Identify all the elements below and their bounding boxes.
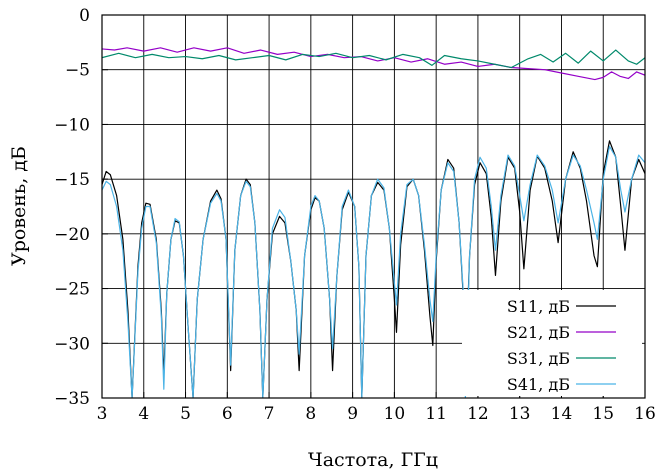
- ticks: 3 4 5 6 7 8 9 10 11 12 13 14 15 16 0 −5 −10 −15 −20 −25 −30 −…: [54, 6, 656, 424]
- legend-label-s41: S41, дБ: [507, 375, 570, 394]
- y-tick-label: −5: [65, 61, 90, 81]
- x-tick-label: 5: [180, 404, 191, 424]
- x-tick-label: 3: [97, 404, 108, 424]
- legend-label-s21: S21, дБ: [507, 323, 570, 342]
- x-axis-label: Частота, ГГц: [308, 449, 438, 471]
- y-tick-label: −10: [54, 115, 90, 135]
- x-tick-label: 13: [509, 404, 531, 424]
- x-tick-label: 10: [384, 404, 406, 424]
- x-tick-label: 16: [634, 404, 656, 424]
- x-tick-label: 6: [222, 404, 233, 424]
- x-tick-label: 11: [425, 404, 447, 424]
- y-tick-label: −35: [54, 389, 90, 409]
- x-tick-label: 15: [592, 404, 614, 424]
- x-tick-label: 8: [305, 404, 316, 424]
- x-tick-label: 9: [347, 404, 358, 424]
- series-line-s31: [102, 49, 645, 69]
- legend-label-s31: S31, дБ: [507, 349, 570, 368]
- series-lines: [102, 47, 645, 398]
- series-line-s41: [102, 145, 645, 398]
- y-tick-label: −30: [54, 334, 90, 354]
- y-tick-label: 0: [79, 6, 90, 26]
- legend-background: [462, 290, 642, 396]
- y-tick-label: −25: [54, 280, 90, 300]
- y-tick-label: −20: [54, 225, 90, 245]
- x-tick-label: 14: [551, 404, 573, 424]
- y-tick-label: −15: [54, 170, 90, 190]
- x-tick-label: 7: [264, 404, 275, 424]
- x-tick-label: 4: [138, 404, 149, 424]
- y-axis-label: Уровень, дБ: [8, 146, 30, 266]
- legend-label-s11: S11, дБ: [507, 297, 570, 316]
- legend: S11, дБ S21, дБ S31, дБ S41, дБ: [462, 290, 642, 396]
- plot-frame: [101, 14, 646, 399]
- x-tick-label: 12: [467, 404, 489, 424]
